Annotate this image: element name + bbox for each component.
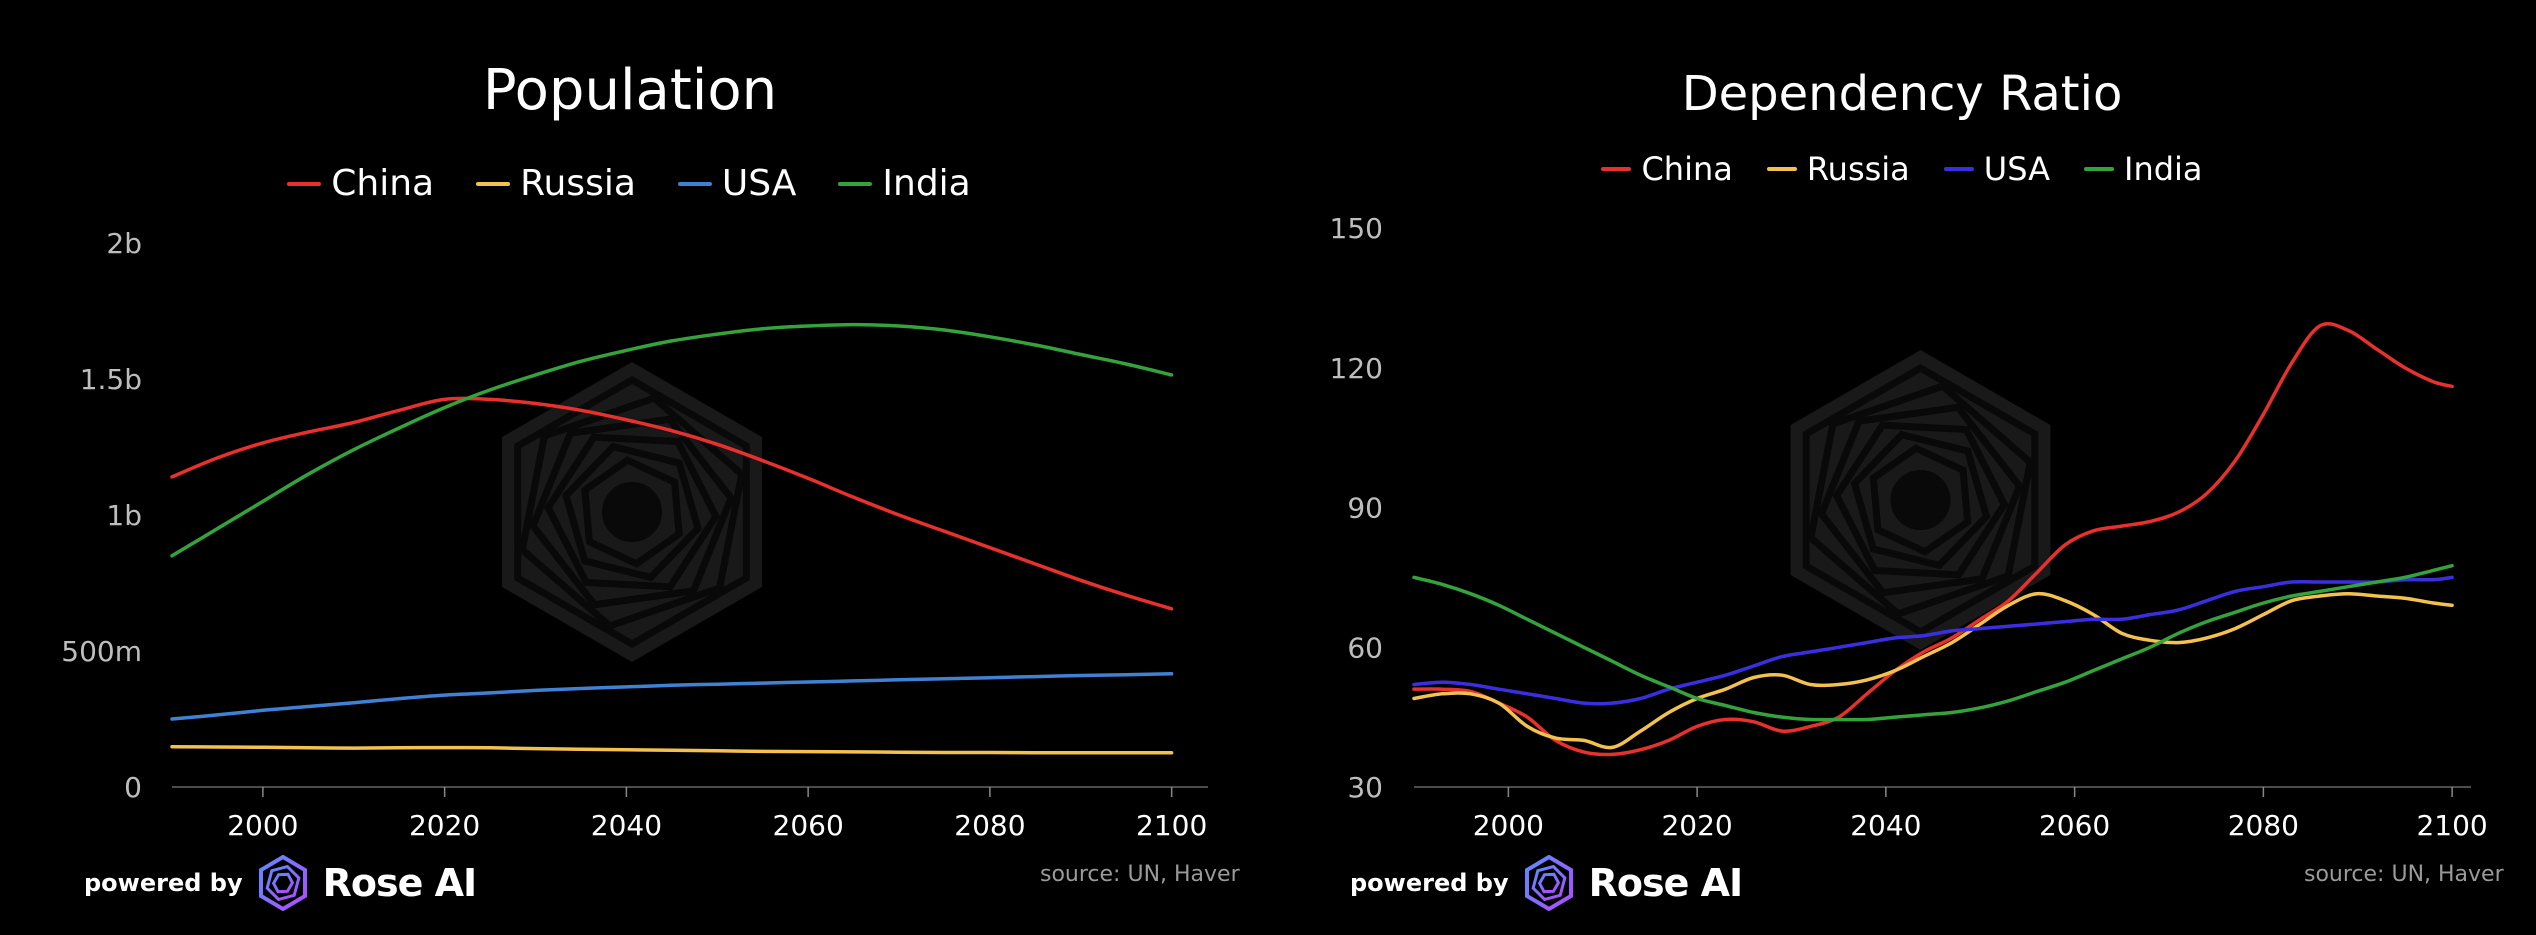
legend-item-india[interactable]: India: [2084, 150, 2203, 188]
source-note: source: UN, Haver: [1040, 862, 1240, 887]
legend-item-china[interactable]: China: [1601, 150, 1733, 188]
y-tick-label: 60: [1347, 631, 1383, 664]
legend-item-china[interactable]: China: [287, 163, 434, 204]
brand-name: Rose AI: [322, 861, 478, 905]
y-tick-label: 0: [124, 771, 142, 804]
legend-label-india: India: [2124, 150, 2203, 188]
x-tick-label: 2080: [954, 809, 1025, 842]
brand-name: Rose AI: [1588, 861, 1744, 905]
x-tick-label: 2040: [591, 809, 662, 842]
legend-item-usa[interactable]: USA: [1943, 150, 2050, 188]
legend-swatch-russia: [476, 181, 511, 186]
legend-label-russia: Russia: [520, 163, 636, 204]
legend-label-india: India: [882, 163, 971, 204]
chart-legend: China Russia USA India: [0, 163, 1263, 204]
legend-swatch-china: [287, 181, 322, 186]
series-line-russia[interactable]: [170, 744, 1174, 755]
x-tick-label: 2060: [773, 809, 844, 842]
legend-item-india[interactable]: India: [838, 163, 971, 204]
series-line-usa[interactable]: [1412, 575, 2454, 706]
watermark-logo: [1790, 350, 2051, 650]
legend-item-russia[interactable]: Russia: [1766, 150, 1910, 188]
chart-legend: China Russia USA India: [1268, 150, 2536, 188]
legend-swatch-india: [838, 181, 873, 186]
dependency-ratio-chart: 2000 2020 2040 2060 2080 2100 30 60 90 120 150: [1330, 212, 2488, 842]
legend-item-usa[interactable]: USA: [677, 163, 797, 204]
legend-label-china: China: [1641, 150, 1733, 188]
series-line-india[interactable]: [1412, 563, 2454, 722]
x-tick-label: 2060: [2039, 809, 2110, 842]
x-tick-label: 2000: [227, 809, 298, 842]
powered-by-label: powered by: [1350, 869, 1509, 897]
series-line-russia[interactable]: [1412, 591, 2454, 750]
x-tick-label: 2020: [1661, 809, 1732, 842]
legend-swatch-india: [2084, 167, 2114, 171]
x-tick-label: 2040: [1850, 809, 1921, 842]
population-chart-panel: 2000 2020 2040 2060 2080 2100 0 500m 1b 1.5b 2b Po…: [0, 58, 1263, 911]
legend-swatch-russia: [1766, 167, 1797, 171]
branding[interactable]: powered by Rose AI: [84, 855, 478, 911]
series-line-china[interactable]: [1412, 321, 2454, 757]
legend-swatch-usa: [1943, 167, 1974, 171]
y-tick-label: 2b: [106, 227, 142, 260]
legend-swatch-usa: [677, 181, 712, 186]
population-chart: 2000 2020 2040 2060 2080 2100 0 500m 1b 1.5b 2b: [61, 227, 1208, 842]
x-tick-label: 2100: [1136, 809, 1207, 842]
dependency-ratio-chart-panel: 2000 2020 2040 2060 2080 2100 30 60 90 120 150 Dep…: [1268, 0, 2536, 935]
y-tick-label: 1b: [106, 499, 142, 532]
y-tick-label: 1.5b: [80, 363, 142, 396]
series-line-china[interactable]: [170, 396, 1174, 611]
powered-by-label: powered by: [84, 869, 243, 897]
rose-ai-logo-icon: [258, 855, 307, 911]
legend-label-usa: USA: [1983, 150, 2050, 188]
y-tick-label: 90: [1347, 492, 1383, 525]
y-tick-label: 150: [1330, 212, 1383, 245]
series-line-usa[interactable]: [170, 672, 1174, 721]
x-tick-label: 2000: [1473, 809, 1544, 842]
x-tick-label: 2020: [409, 809, 480, 842]
rose-ai-logo-icon: [1524, 855, 1573, 911]
chart-title: Population: [482, 58, 778, 123]
chart-title: Dependency Ratio: [1681, 66, 2123, 122]
source-note: source: UN, Haver: [2304, 862, 2504, 887]
branding[interactable]: powered by Rose AI: [1350, 855, 1744, 911]
y-tick-label: 30: [1347, 771, 1383, 804]
x-tick-label: 2100: [2416, 809, 2487, 842]
y-tick-label: 120: [1330, 352, 1383, 385]
legend-swatch-china: [1601, 167, 1632, 171]
legend-label-russia: Russia: [1806, 150, 1910, 188]
x-tick-label: 2080: [2228, 809, 2299, 842]
legend-label-china: China: [331, 163, 435, 204]
watermark-logo: [502, 362, 762, 662]
y-tick-label: 500m: [61, 635, 142, 668]
legend-label-usa: USA: [721, 163, 797, 204]
series-line-india[interactable]: [170, 322, 1174, 558]
legend-item-russia[interactable]: Russia: [476, 163, 636, 204]
